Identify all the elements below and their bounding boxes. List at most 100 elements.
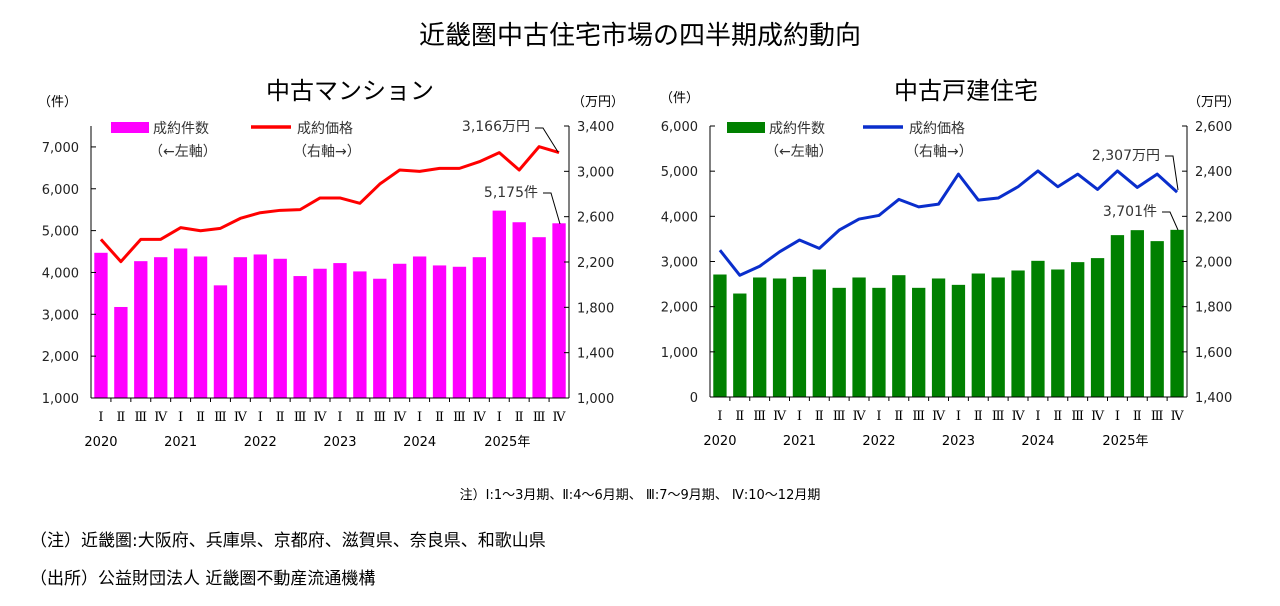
note-source: （出所）公益財団法人 近畿圏不動産流通機構: [30, 569, 375, 589]
bar: [951, 284, 966, 397]
bar: [772, 278, 787, 397]
bar: [812, 269, 826, 397]
bar: [193, 256, 208, 398]
y-tick-label-right: 2,600: [577, 211, 614, 226]
x-tick-label-year: 2024: [1021, 434, 1054, 449]
x-tick-label-quarter: Ⅱ: [196, 409, 205, 424]
x-tick-label-quarter: Ⅰ: [797, 408, 802, 423]
x-tick-label-year: 2025年: [1102, 434, 1148, 449]
x-tick-label-quarter: Ⅰ: [178, 409, 183, 424]
x-tick-label-quarter: Ⅰ: [1035, 408, 1040, 423]
x-tick-label-quarter: Ⅳ: [1171, 408, 1185, 423]
x-tick-label-year: 2020: [84, 435, 117, 450]
annotation-leader-count: [1162, 211, 1179, 231]
y-tick-label-right: 1,800: [577, 301, 614, 316]
x-tick-label-quarter: Ⅳ: [234, 409, 248, 424]
annotation-last-price: 3,166万円: [462, 119, 530, 135]
bar: [94, 252, 108, 398]
y-tick-label-left: 3,000: [42, 308, 79, 323]
footnote-quarters: 注）Ⅰ:1～3月期、Ⅱ:4～6月期、 Ⅲ:7～9月期、 Ⅳ:10～12月期: [460, 488, 821, 503]
x-tick-label-quarter: Ⅰ: [337, 409, 342, 424]
x-tick-label-quarter: Ⅲ: [1151, 408, 1164, 423]
legend-label-line: 成約価格: [909, 121, 965, 137]
annotation-leader-price: [1165, 155, 1179, 191]
bar: [114, 306, 128, 398]
bar: [852, 277, 866, 397]
y-axis-left-label: （件）: [38, 95, 77, 110]
y-tick-label-right: 3,000: [577, 165, 614, 180]
bar: [1090, 258, 1105, 397]
bar: [373, 278, 387, 398]
bar: [313, 268, 327, 398]
bar: [472, 257, 487, 398]
bar: [713, 274, 727, 397]
x-tick-label-year: 2025年: [484, 435, 530, 450]
x-tick-label-quarter: Ⅰ: [1115, 408, 1120, 423]
bar: [872, 287, 886, 397]
bar: [213, 285, 228, 398]
x-tick-label-quarter: Ⅱ: [116, 409, 125, 424]
chart-mansion: 中古マンション （件） （万円） 1,000 2,000 3,000 4,000 5,000 6…: [38, 77, 624, 450]
y-tick-label-left: 0: [690, 391, 698, 406]
figure-title: 近畿圏中古住宅市場の四半期成約動向: [419, 21, 861, 51]
bar: [1011, 270, 1025, 397]
y-axis-left-label: （件）: [660, 91, 699, 106]
x-tick-label-quarter: Ⅰ: [876, 408, 881, 423]
bar: [512, 222, 526, 398]
x-tick-label-quarter: Ⅱ: [974, 408, 983, 423]
y-tick-label-right: 1,400: [577, 347, 614, 362]
x-tick-label-quarter: Ⅲ: [533, 409, 546, 424]
x-tick-label-quarter: Ⅱ: [355, 409, 364, 424]
legend-label-bar: 成約件数: [153, 121, 209, 137]
x-tick-label-quarter: Ⅰ: [98, 409, 103, 424]
chart-title: 中古マンション: [266, 77, 434, 105]
bar: [333, 263, 347, 398]
y-tick-label-right: 2,400: [1195, 165, 1232, 180]
bar: [452, 266, 467, 398]
legend-sub-line: （右軸→）: [293, 144, 361, 160]
x-tick-label-year: 2022: [862, 434, 895, 449]
x-tick-label-quarter: Ⅲ: [374, 409, 387, 424]
y-tick-label-right: 2,000: [1195, 256, 1232, 271]
bar: [273, 258, 287, 398]
x-tick-label-quarter: Ⅱ: [515, 409, 524, 424]
bar: [552, 223, 566, 398]
x-tick-label-quarter: Ⅱ: [735, 408, 744, 423]
annotation-last-count: 3,701件: [1103, 204, 1157, 220]
bar: [1150, 241, 1164, 397]
y-tick-label-right: 2,200: [1195, 210, 1232, 225]
x-tick-label-quarter: Ⅰ: [497, 409, 502, 424]
y-tick-label-right: 1,000: [577, 392, 614, 407]
y-tick-label-left: 6,000: [661, 120, 698, 135]
x-tick-label-quarter: Ⅰ: [956, 408, 961, 423]
bar: [1170, 229, 1184, 397]
x-tick-label-quarter: Ⅳ: [154, 409, 168, 424]
x-tick-label-quarter: Ⅲ: [753, 408, 766, 423]
x-tick-label-quarter: Ⅳ: [773, 408, 787, 423]
legend-sub-bar: （←左軸）: [765, 144, 833, 160]
bar: [154, 257, 168, 398]
bar: [892, 275, 906, 397]
x-tick-label-quarter: Ⅲ: [833, 408, 846, 423]
x-tick-label-quarter: Ⅲ: [294, 409, 307, 424]
annotation-leader-price: [535, 127, 559, 153]
bar: [912, 287, 926, 397]
chart-detached-house: 中古戸建住宅 （件） （万円） 0 1,000 2,000 3,000 4,000 5,000 6…: [660, 77, 1240, 449]
annotation-last-price: 2,307万円: [1092, 148, 1160, 164]
bar: [991, 277, 1005, 397]
bar: [931, 278, 946, 397]
y-tick-label-right: 1,400: [1195, 391, 1232, 406]
y-axis-right-label: （万円）: [1188, 95, 1240, 110]
y-tick-label-left: 2,000: [661, 301, 698, 316]
x-tick-label-quarter: Ⅳ: [1091, 408, 1105, 423]
y-tick-label-left: 1,000: [42, 392, 79, 407]
y-tick-label-right: 2,200: [577, 256, 614, 271]
bar: [753, 277, 767, 397]
x-tick-label-quarter: Ⅳ: [932, 408, 946, 423]
legend-label-line: 成約価格: [297, 121, 353, 137]
note-region: （注）近畿圏:大阪府、兵庫県、京都府、滋賀県、奈良県、和歌山県: [30, 531, 546, 551]
x-tick-label-quarter: Ⅳ: [853, 408, 867, 423]
y-tick-label-right: 1,600: [1195, 346, 1232, 361]
y-tick-label-left: 4,000: [661, 210, 698, 225]
x-tick-label-quarter: Ⅱ: [276, 409, 285, 424]
